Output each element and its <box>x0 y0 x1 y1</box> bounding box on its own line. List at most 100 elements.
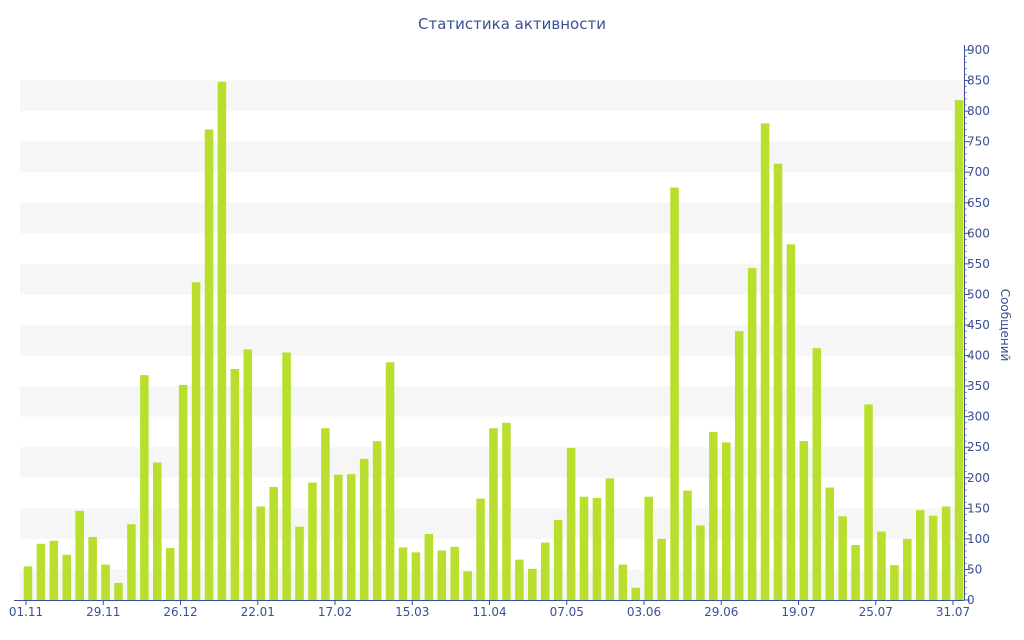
bar <box>812 348 822 600</box>
bar <box>424 534 434 600</box>
x-tick-label: 29.06 <box>704 605 738 619</box>
y-tick-label: 650 <box>967 196 990 210</box>
y-tick-label: 400 <box>967 349 990 363</box>
y-tick-label: 250 <box>967 440 990 454</box>
grid-band <box>20 202 964 234</box>
bar <box>657 538 666 600</box>
grid-band <box>20 325 964 356</box>
bar <box>178 384 188 600</box>
bar <box>450 546 459 600</box>
y-tick-label: 0 <box>967 593 975 607</box>
bar <box>346 474 356 600</box>
bar <box>321 428 330 600</box>
bar <box>308 482 317 600</box>
x-tick-label: 25.07 <box>859 605 893 619</box>
bar <box>644 496 653 600</box>
x-tick-label: 17.02 <box>318 605 352 619</box>
bar <box>928 515 938 600</box>
bar <box>334 474 343 600</box>
y-tick-label: 750 <box>967 135 990 149</box>
x-tick-label: 11.04 <box>472 605 506 619</box>
y-axis-title: Сообщений <box>998 289 1012 362</box>
y-tick-label: 50 <box>967 562 982 576</box>
bar <box>786 244 796 601</box>
bar <box>127 524 136 600</box>
bar <box>62 554 72 600</box>
y-tick-label: 150 <box>967 501 990 515</box>
bar <box>359 458 369 600</box>
bar <box>877 531 886 600</box>
bar <box>903 538 912 600</box>
y-tick-label: 800 <box>967 104 990 118</box>
y-tick-label: 900 <box>967 43 990 57</box>
bar <box>566 447 576 600</box>
bar <box>592 497 602 600</box>
bar <box>721 442 731 600</box>
bar <box>191 282 201 600</box>
bar <box>36 543 46 600</box>
bar <box>140 375 149 600</box>
grid-band <box>20 80 964 112</box>
bar <box>398 547 408 600</box>
bar <box>23 566 33 600</box>
bar <box>773 163 783 600</box>
bar <box>696 525 705 600</box>
y-tick-label: 350 <box>967 379 990 393</box>
bar <box>204 129 214 600</box>
grid-band <box>20 263 964 295</box>
bar <box>269 486 278 600</box>
y-tick-label: 100 <box>967 532 990 546</box>
bar <box>825 487 834 600</box>
bar <box>747 268 757 600</box>
x-tick-label: 22.01 <box>241 605 275 619</box>
bar <box>230 369 240 600</box>
bar <box>489 428 498 600</box>
bar <box>579 496 589 600</box>
bar <box>528 568 537 600</box>
bar <box>618 564 628 600</box>
bar <box>463 571 472 600</box>
bar <box>437 550 447 600</box>
bar <box>683 490 692 600</box>
bar <box>954 100 964 600</box>
bar <box>890 565 899 600</box>
chart-title: Статистика активности <box>418 15 606 33</box>
bar <box>864 404 873 600</box>
bar <box>295 526 304 600</box>
bar <box>838 516 847 600</box>
y-tick-label: 600 <box>967 226 990 240</box>
grid-band <box>20 386 964 417</box>
bar <box>605 478 615 600</box>
y-tick-label: 850 <box>967 74 990 88</box>
bar <box>851 545 860 600</box>
bar <box>709 431 718 600</box>
bar <box>49 540 59 600</box>
y-tick-label: 500 <box>967 287 990 301</box>
bar <box>153 462 162 600</box>
bar <box>411 552 421 600</box>
x-tick-label: 07.05 <box>550 605 584 619</box>
x-tick-label: 31.07 <box>936 605 970 619</box>
bar <box>631 587 641 600</box>
bar <box>217 81 227 601</box>
bar <box>734 331 744 600</box>
bar <box>385 362 395 600</box>
x-tick-label: 29.11 <box>86 605 120 619</box>
bar <box>88 537 97 600</box>
bar <box>282 352 291 600</box>
bar <box>114 582 123 600</box>
bar <box>553 519 563 600</box>
bar <box>760 123 770 600</box>
bar <box>670 187 679 600</box>
y-tick-label: 450 <box>967 318 990 332</box>
y-tick-label: 200 <box>967 471 990 485</box>
bar <box>256 506 266 600</box>
bar <box>515 559 524 600</box>
bar <box>372 441 382 600</box>
y-tick-label: 550 <box>967 257 990 271</box>
bar <box>165 548 175 600</box>
y-tick-label: 700 <box>967 165 990 179</box>
bar <box>540 542 550 600</box>
bar <box>915 510 925 600</box>
